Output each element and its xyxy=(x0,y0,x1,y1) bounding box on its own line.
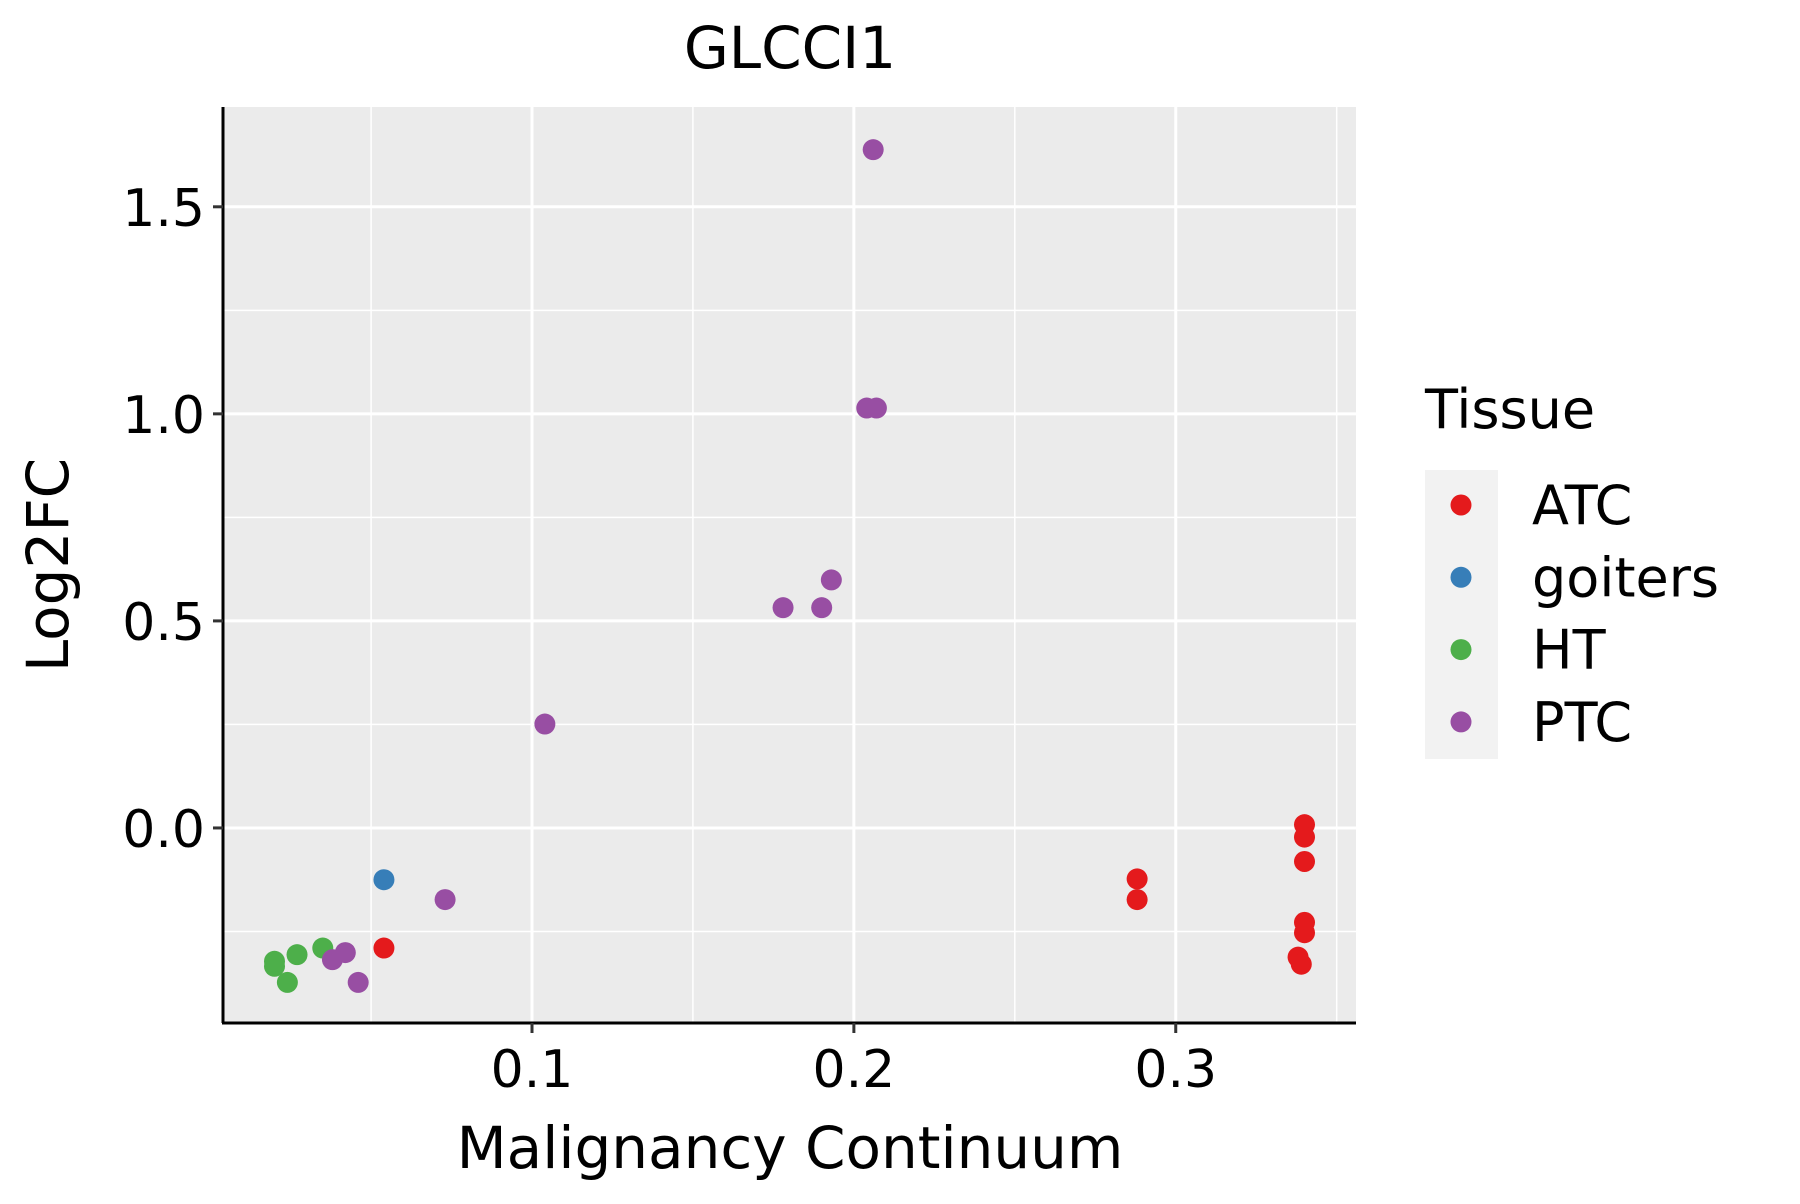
data-point-atc xyxy=(1294,922,1315,944)
y-tick-label: 0.5 xyxy=(122,593,205,653)
legend-key-background xyxy=(1425,470,1498,759)
data-point-atc xyxy=(373,937,395,959)
y-axis-label: Log2FC xyxy=(14,458,82,672)
data-point-atc xyxy=(1126,868,1148,890)
legend-key-atc xyxy=(1450,494,1472,516)
data-point-atc xyxy=(1290,953,1312,975)
x-axis-label: Malignancy Continuum xyxy=(457,1114,1124,1182)
legend-title: Tissue xyxy=(1424,378,1595,441)
data-point-ptc xyxy=(534,713,556,735)
data-point-ptc xyxy=(811,597,833,619)
data-point-ptc xyxy=(820,569,842,591)
data-point-ptc xyxy=(347,971,369,993)
data-point-atc xyxy=(1294,826,1315,848)
legend-label: goiters xyxy=(1532,546,1719,609)
data-point-ptc xyxy=(321,949,343,971)
legend: Tissue ATC goiters HT PTC xyxy=(1424,378,1719,759)
data-point-ht xyxy=(286,944,308,966)
y-tick-label: 0.0 xyxy=(122,800,205,860)
legend-label: ATC xyxy=(1532,474,1632,537)
data-point-ht xyxy=(264,950,285,972)
y-tick-label: 1.0 xyxy=(122,386,205,446)
data-point-atc xyxy=(1126,889,1148,911)
legend-key-goiters xyxy=(1450,566,1472,588)
data-point-ptc xyxy=(865,397,887,419)
y-tick-label: 1.5 xyxy=(122,179,205,239)
x-tick-label: 0.1 xyxy=(491,1040,574,1100)
data-point-ptc xyxy=(434,889,456,911)
data-point-ptc xyxy=(862,139,884,161)
x-tick-label: 0.2 xyxy=(813,1040,896,1100)
data-point-ht xyxy=(276,971,298,993)
legend-key-ptc xyxy=(1450,711,1472,733)
data-point-atc xyxy=(1294,850,1315,872)
legend-key-ht xyxy=(1450,639,1472,661)
grid-lines xyxy=(223,107,1356,1023)
plot-panel xyxy=(223,107,1356,1023)
data-points xyxy=(264,139,1315,993)
axis-ticks: 0.1 0.2 0.3 0.0 0.5 1.0 1.5 xyxy=(122,179,1217,1100)
x-tick-label: 0.3 xyxy=(1134,1040,1217,1100)
legend-label: PTC xyxy=(1532,691,1632,754)
chart-title: GLCCI1 xyxy=(684,14,896,82)
legend-label: HT xyxy=(1532,619,1607,682)
data-point-ptc xyxy=(772,597,794,619)
data-point-goiters xyxy=(373,869,395,891)
